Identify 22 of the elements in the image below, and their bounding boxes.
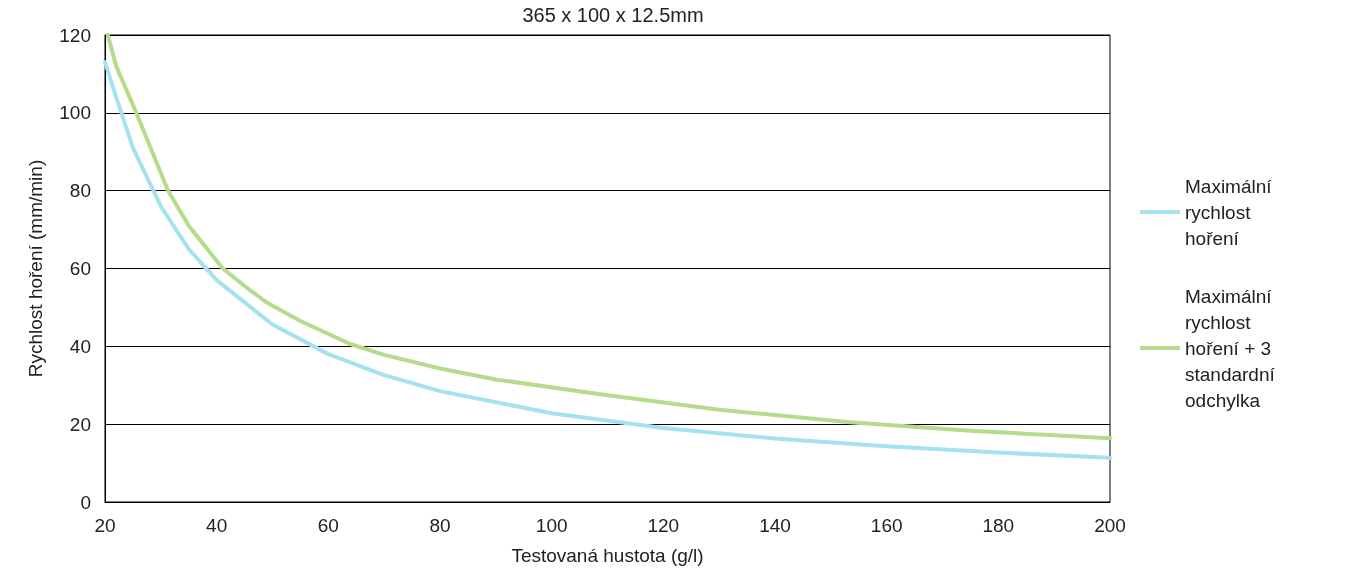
x-tick-label: 160 <box>870 515 903 536</box>
legend-label: Maximální rychlost hoření + 3 standardní odchylka <box>1185 285 1281 411</box>
x-tick-label: 80 <box>429 515 451 536</box>
chart-title: 365 x 100 x 12.5mm <box>522 4 704 26</box>
x-tick-label: 40 <box>206 515 228 536</box>
y-tick-label: 120 <box>59 24 91 46</box>
y-tick-label: 100 <box>59 102 91 124</box>
y-tick-label: 60 <box>69 258 91 279</box>
x-tick-label: 100 <box>535 515 568 536</box>
x-tick-label: 180 <box>982 515 1015 536</box>
y-tick-label: 80 <box>69 180 91 202</box>
x-tick-label: 200 <box>1094 515 1126 536</box>
y-tick-label: 20 <box>69 413 91 435</box>
legend-label: Maximální rychlost hoření <box>1185 175 1277 249</box>
y-tick-label: 0 <box>80 491 91 513</box>
x-tick-label: 20 <box>94 515 116 536</box>
x-tick-label: 120 <box>647 515 680 536</box>
x-tick-label: 140 <box>759 515 791 536</box>
x-axis-title: Testovaná hustota (g/l) <box>511 545 704 566</box>
y-axis-title: Rychlost hoření (mm/min) <box>25 159 46 378</box>
y-tick-label: 40 <box>69 335 91 357</box>
x-tick-label: 60 <box>317 515 339 536</box>
